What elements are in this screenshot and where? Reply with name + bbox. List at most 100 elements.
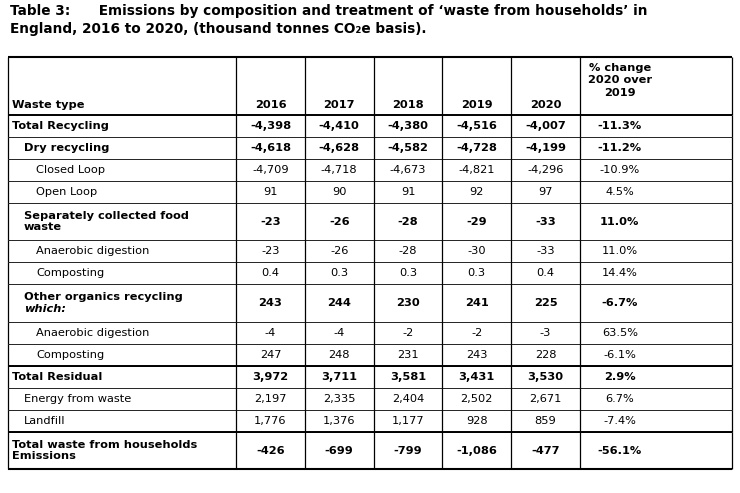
Text: Emissions: Emissions — [12, 451, 76, 461]
Text: -4,709: -4,709 — [252, 165, 289, 175]
Text: 91: 91 — [401, 187, 415, 197]
Text: -28: -28 — [399, 246, 417, 256]
Text: 2018: 2018 — [392, 100, 424, 110]
Text: -4,618: -4,618 — [250, 143, 291, 153]
Text: 2017: 2017 — [323, 100, 355, 110]
Text: 230: 230 — [396, 298, 420, 308]
Text: 90: 90 — [332, 187, 346, 197]
Text: -29: -29 — [466, 217, 487, 227]
Text: 225: 225 — [534, 298, 557, 308]
Text: % change
2020 over
2019: % change 2020 over 2019 — [588, 63, 652, 98]
Text: which:: which: — [24, 304, 66, 314]
Text: -4,410: -4,410 — [319, 121, 360, 131]
Text: 14.4%: 14.4% — [602, 268, 638, 279]
Text: -4,380: -4,380 — [388, 121, 428, 131]
Text: -477: -477 — [531, 446, 560, 456]
Text: -26: -26 — [329, 217, 349, 227]
Text: 247: 247 — [260, 350, 281, 360]
Text: 2,404: 2,404 — [392, 394, 424, 404]
Text: -56.1%: -56.1% — [598, 446, 642, 456]
Text: -4: -4 — [334, 328, 345, 338]
Text: 2,197: 2,197 — [255, 394, 286, 404]
Text: -4,628: -4,628 — [319, 143, 360, 153]
Text: -28: -28 — [397, 217, 418, 227]
Text: 11.0%: 11.0% — [600, 217, 639, 227]
Text: Composting: Composting — [36, 350, 104, 360]
Text: 2020: 2020 — [530, 100, 562, 110]
Text: 231: 231 — [397, 350, 419, 360]
Text: 3,431: 3,431 — [459, 372, 495, 382]
Text: -4,718: -4,718 — [321, 165, 357, 175]
Text: -6.7%: -6.7% — [602, 298, 638, 308]
Text: Energy from waste: Energy from waste — [24, 394, 131, 404]
Text: -4,582: -4,582 — [388, 143, 428, 153]
Text: 11.0%: 11.0% — [602, 246, 638, 256]
Text: -699: -699 — [325, 446, 354, 456]
Text: 228: 228 — [535, 350, 556, 360]
Text: 2,335: 2,335 — [323, 394, 355, 404]
Text: -426: -426 — [256, 446, 285, 456]
Text: -4,516: -4,516 — [457, 121, 497, 131]
Text: 3,530: 3,530 — [528, 372, 564, 382]
Text: Total Recycling: Total Recycling — [12, 121, 109, 131]
Text: -4,007: -4,007 — [525, 121, 566, 131]
Text: 0.4: 0.4 — [536, 268, 554, 279]
Text: -4: -4 — [265, 328, 276, 338]
Text: 6.7%: 6.7% — [605, 394, 634, 404]
Text: 3,711: 3,711 — [321, 372, 357, 382]
Text: 97: 97 — [538, 187, 553, 197]
Text: 2,671: 2,671 — [529, 394, 562, 404]
Text: Anaerobic digestion: Anaerobic digestion — [36, 246, 149, 256]
Text: 63.5%: 63.5% — [602, 328, 638, 338]
Text: 3,972: 3,972 — [252, 372, 289, 382]
Text: Table 3:      Emissions by composition and treatment of ‘waste from households’ : Table 3: Emissions by composition and tr… — [10, 4, 648, 18]
Text: -4,199: -4,199 — [525, 143, 566, 153]
Text: 243: 243 — [258, 298, 283, 308]
Text: -1,086: -1,086 — [457, 446, 497, 456]
Text: 244: 244 — [327, 298, 351, 308]
Text: 859: 859 — [535, 416, 556, 426]
Text: 0.3: 0.3 — [330, 268, 349, 279]
Text: 91: 91 — [263, 187, 278, 197]
Text: 243: 243 — [466, 350, 488, 360]
Text: Closed Loop: Closed Loop — [36, 165, 105, 175]
Text: 2016: 2016 — [255, 100, 286, 110]
Text: -4,296: -4,296 — [528, 165, 564, 175]
Text: -33: -33 — [535, 217, 556, 227]
Text: 0.3: 0.3 — [399, 268, 417, 279]
Text: 3,581: 3,581 — [390, 372, 426, 382]
Text: Landfill: Landfill — [24, 416, 66, 426]
Text: -23: -23 — [260, 217, 280, 227]
Text: -3: -3 — [540, 328, 551, 338]
Text: -2: -2 — [403, 328, 414, 338]
Text: 0.3: 0.3 — [468, 268, 486, 279]
Text: waste: waste — [24, 222, 62, 233]
Text: -799: -799 — [394, 446, 423, 456]
Text: -4,821: -4,821 — [459, 165, 495, 175]
Text: 248: 248 — [329, 350, 350, 360]
Text: 1,177: 1,177 — [391, 416, 424, 426]
Text: 2,502: 2,502 — [460, 394, 493, 404]
Text: -10.9%: -10.9% — [599, 165, 640, 175]
Text: -4,673: -4,673 — [390, 165, 426, 175]
Text: -11.3%: -11.3% — [598, 121, 642, 131]
Text: 1,376: 1,376 — [323, 416, 355, 426]
Text: 241: 241 — [465, 298, 488, 308]
Text: 92: 92 — [470, 187, 484, 197]
Text: Total Residual: Total Residual — [12, 372, 102, 382]
Text: 2019: 2019 — [461, 100, 493, 110]
Text: Composting: Composting — [36, 268, 104, 279]
Text: Total waste from households: Total waste from households — [12, 440, 198, 450]
Text: 2.9%: 2.9% — [604, 372, 636, 382]
Text: Dry recycling: Dry recycling — [24, 143, 110, 153]
Text: -33: -33 — [536, 246, 555, 256]
Text: Separately collected food: Separately collected food — [24, 211, 189, 221]
Text: -7.4%: -7.4% — [603, 416, 636, 426]
Text: Anaerobic digestion: Anaerobic digestion — [36, 328, 149, 338]
Text: 4.5%: 4.5% — [605, 187, 634, 197]
Text: 928: 928 — [466, 416, 488, 426]
Text: -4,398: -4,398 — [250, 121, 291, 131]
Text: Other organics recycling: Other organics recycling — [24, 292, 186, 302]
Text: 0.4: 0.4 — [261, 268, 280, 279]
Text: Open Loop: Open Loop — [36, 187, 97, 197]
